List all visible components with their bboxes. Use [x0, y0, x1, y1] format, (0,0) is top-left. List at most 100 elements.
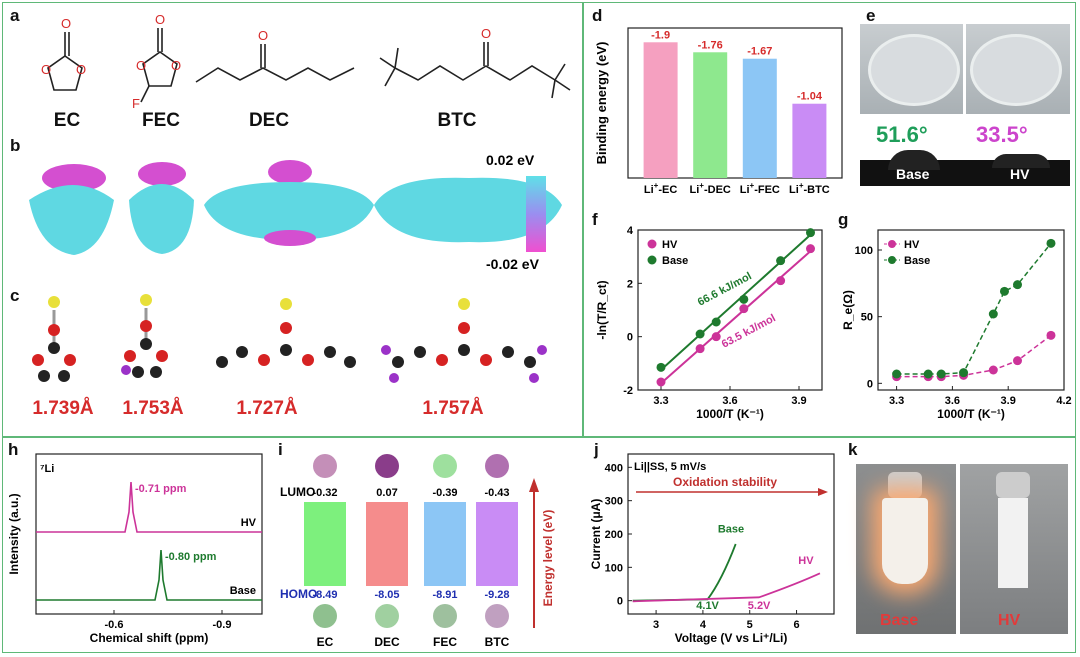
fec-structure — [140, 28, 178, 103]
y-tick-label: 300 — [605, 496, 623, 508]
dec-oxygen-top: O — [258, 28, 268, 43]
bar-value-label: -1.9 — [651, 29, 670, 41]
fit-line-HV — [660, 250, 812, 385]
legend-label-HV: HV — [904, 239, 920, 251]
y-axis-label: R_e(Ω) — [841, 290, 855, 330]
point-HV — [776, 276, 786, 286]
fec-fluorine: F — [132, 96, 140, 108]
y-tick-label: 100 — [855, 245, 873, 257]
divider-horizontal — [2, 436, 1076, 438]
contact-label-hv: HV — [1010, 166, 1030, 182]
molecule-label-btc: BTC — [437, 110, 477, 131]
panel-c-geometries — [32, 294, 547, 383]
fec-oxygen-right: O — [171, 58, 181, 73]
panel-label-a: a — [10, 6, 20, 25]
series-line-HV — [896, 334, 1052, 378]
chart-g-arrhenius-re: 3.3 3.6 3.9 4.2 0 50 100 1000/T (K⁻¹) R_e(Ω) HV Ba… — [841, 229, 1072, 421]
molecule-label-dec: DEC — [248, 110, 290, 131]
y-axis-label: Energy level (eV) — [541, 510, 555, 607]
point-Base — [999, 286, 1009, 296]
legend-label-Base: Base — [904, 255, 930, 267]
homo-value-DEC: -8.05 — [374, 589, 399, 601]
legend-marker-HV — [888, 240, 896, 248]
homo-orbital-EC — [313, 604, 337, 628]
onset-label-base: 4.1V — [696, 600, 719, 612]
series-label-HV: HV — [241, 517, 257, 529]
legend-marker-HV — [647, 239, 657, 249]
chart-h-nmr: Intensity (a.u.) ⁷Li -0.6 -0.9 Chemical shif… — [7, 453, 263, 645]
panel-label-j: j — [594, 440, 599, 459]
peak-label-HV: -0.71 ppm — [135, 483, 187, 495]
chart-j-lsv: 3 4 5 6 0 100 200 300 400 Voltage (V vs Li⁺/Li) Cu… — [589, 453, 835, 645]
lumo-value-BTC: -0.43 — [484, 487, 509, 499]
homo-label: HOMO — [280, 587, 317, 601]
flame-base-photo — [856, 464, 956, 634]
lumo-value-FEC: -0.39 — [432, 487, 457, 499]
series-label-Base: Base — [230, 585, 256, 597]
curve-hv — [632, 572, 821, 603]
lumo-orbital-EC — [313, 454, 337, 478]
esp-scale-min: -0.02 eV — [486, 256, 539, 272]
geom-ec — [32, 296, 76, 382]
photo-divider — [963, 24, 966, 114]
btc-structure — [379, 42, 571, 99]
point-Base — [892, 369, 902, 379]
x-tick-label: Li+-DEC — [690, 181, 731, 196]
bar-0 — [643, 42, 678, 179]
flame-hv-photo — [960, 464, 1068, 634]
panel-label-g: g — [838, 210, 849, 229]
x-tick-label: 3.9 — [1001, 395, 1016, 407]
point-Base — [959, 368, 969, 378]
bar-value-label: -1.67 — [747, 46, 772, 58]
plot-frame — [35, 453, 263, 615]
panel-label-f: f — [592, 210, 598, 229]
point-Base — [695, 329, 705, 339]
geom-dec — [216, 298, 356, 368]
point-Base — [656, 362, 666, 372]
lumo-label: LUMO — [280, 485, 315, 499]
point-Base — [936, 369, 946, 379]
contact-angle-base: 51.6° — [876, 122, 928, 147]
y-tick-label: 100 — [605, 562, 623, 574]
point-HV — [656, 377, 666, 387]
droplet-hv — [970, 34, 1062, 106]
y-axis-label: -ln(T/R_ct) — [595, 280, 609, 339]
lumo-orbital-FEC — [433, 454, 457, 478]
point-Base — [739, 294, 749, 304]
esp-colorbar — [526, 176, 546, 252]
y-tick-label: 50 — [861, 312, 873, 324]
lumo-orbital-BTC — [485, 454, 509, 478]
x-axis-label: 1000/T (K⁻¹) — [937, 407, 1005, 421]
burning-separator — [882, 498, 928, 584]
gap-bar-DEC — [366, 502, 408, 586]
category-label-EC: EC — [317, 635, 334, 649]
point-Base — [806, 228, 815, 238]
energy-arrow-head — [529, 478, 539, 492]
drop-hv — [992, 154, 1050, 168]
chart-i-energy-levels: LUMO HOMO -0.32 -8.49 EC 0.07 -8.05 DEC -0.39 -8.… — [280, 454, 555, 649]
lumo-value-EC: -0.32 — [312, 487, 337, 499]
panel-label-i: i — [278, 440, 283, 459]
btc-oxygen-top: O — [481, 26, 491, 41]
fit-line-Base — [660, 234, 812, 371]
separator-strip — [998, 498, 1028, 588]
clip-icon — [996, 472, 1030, 498]
geom-btc — [381, 298, 547, 383]
legend-label-HV: HV — [662, 239, 678, 251]
point-Base — [776, 256, 786, 266]
y-axis-label: Current (μA) — [589, 499, 603, 570]
x-tick-label: Li+-BTC — [789, 181, 830, 196]
series-label-hv: HV — [798, 555, 814, 567]
x-tick-label: 3 — [653, 619, 659, 631]
divider-vertical — [582, 2, 584, 436]
x-tick-label: Li+-EC — [644, 181, 677, 196]
gap-bar-FEC — [424, 502, 466, 586]
annotation-hv: 63.5 kJ/mol — [720, 312, 778, 350]
legend-label-Base: Base — [662, 255, 688, 267]
point-HV — [711, 332, 721, 342]
point-HV — [1013, 356, 1022, 366]
chart-d-binding-energy: Binding energy (eV) -1.9 Li+-EC -1.76 Li+-DE… — [594, 27, 843, 196]
spectrum-Base — [36, 549, 262, 601]
flame-label-hv: HV — [998, 612, 1021, 629]
